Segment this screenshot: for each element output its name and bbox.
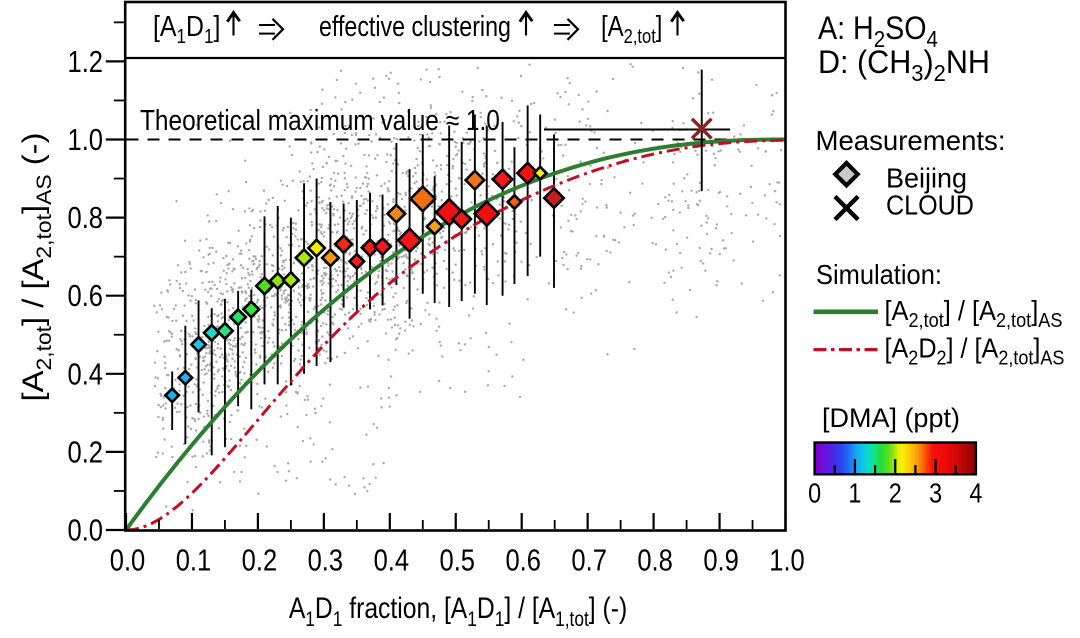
svg-text:0.1: 0.1 — [176, 543, 211, 578]
svg-text:0.4: 0.4 — [68, 357, 103, 392]
svg-text:0: 0 — [808, 479, 821, 509]
svg-text:0.6: 0.6 — [505, 543, 540, 578]
svg-text:0.4: 0.4 — [374, 543, 409, 578]
svg-text:[A2D2] / [A2,tot]AS: [A2D2] / [A2,tot]AS — [885, 332, 1065, 369]
svg-text:0.8: 0.8 — [637, 543, 672, 578]
svg-text:Simulation:: Simulation: — [816, 259, 942, 290]
svg-text:0.2: 0.2 — [68, 435, 103, 470]
svg-text:1: 1 — [848, 479, 861, 509]
svg-text:1.0: 1.0 — [769, 543, 804, 578]
svg-text:Measurements:: Measurements: — [816, 125, 1006, 156]
svg-text:effective clustering: effective clustering — [319, 10, 511, 43]
svg-text:0.2: 0.2 — [242, 543, 277, 578]
svg-text:4: 4 — [969, 479, 982, 509]
svg-text:2: 2 — [889, 479, 902, 509]
svg-text:Theoretical maximum value ≈ 1.: Theoretical maximum value ≈ 1.0 — [140, 104, 500, 136]
svg-text:D: (CH3)2NH: D: (CH3)2NH — [818, 44, 990, 86]
svg-text:1.0: 1.0 — [68, 123, 103, 158]
svg-text:0.8: 0.8 — [68, 201, 103, 236]
svg-text:CLOUD: CLOUD — [886, 189, 974, 221]
svg-text:[DMA] (ppt): [DMA] (ppt) — [822, 403, 960, 433]
svg-text:0.9: 0.9 — [703, 543, 738, 578]
svg-text:0.5: 0.5 — [440, 543, 475, 578]
svg-text:0.6: 0.6 — [68, 279, 103, 314]
svg-text:3: 3 — [929, 479, 942, 509]
svg-text:0.0: 0.0 — [68, 513, 103, 548]
svg-text:Beijing: Beijing — [886, 162, 967, 194]
svg-text:0.0: 0.0 — [110, 543, 145, 578]
svg-text:0.7: 0.7 — [571, 543, 606, 578]
svg-text:1.2: 1.2 — [68, 45, 103, 80]
svg-text:0.3: 0.3 — [308, 543, 343, 578]
